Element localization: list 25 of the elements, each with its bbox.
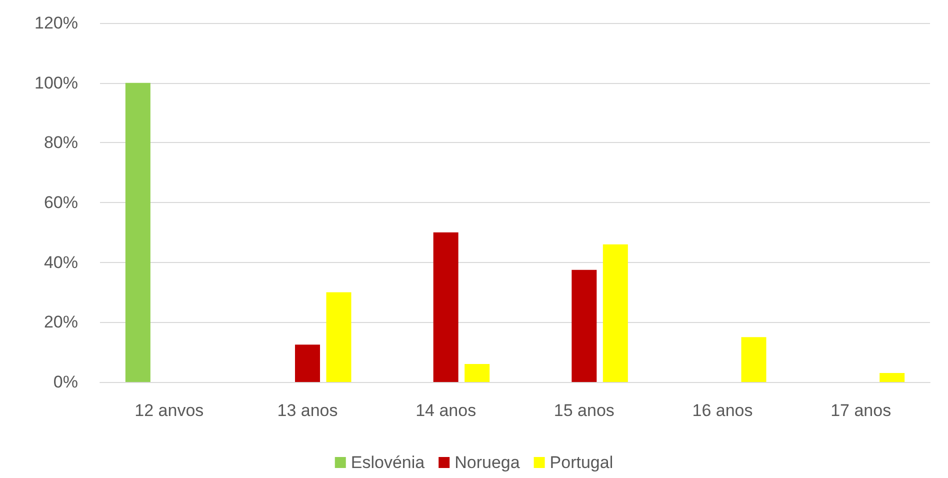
y-tick-label: 60% (44, 193, 78, 212)
bar (572, 270, 597, 382)
bar (125, 82, 150, 382)
legend-label: Noruega (454, 453, 520, 472)
y-tick-label: 40% (44, 252, 78, 272)
y-tick-label: 20% (44, 312, 78, 332)
bar (433, 232, 458, 382)
bar (464, 364, 490, 382)
x-tick-label: 16 anos (692, 401, 753, 420)
legend-label: Portugal (550, 453, 614, 472)
bar (880, 373, 905, 382)
x-tick-label: 13 anos (277, 401, 338, 420)
y-tick-label: 80% (44, 133, 78, 152)
bar (741, 337, 766, 382)
bar (602, 244, 628, 382)
y-tick-label: 100% (34, 73, 78, 92)
x-tick-label: 17 anos (830, 401, 892, 420)
bar (326, 292, 352, 382)
x-tick-label: 12 anvos (134, 401, 204, 420)
bar (295, 344, 320, 382)
x-tick-label: 14 anos (416, 401, 476, 420)
y-tick-label: 0% (53, 372, 78, 392)
legend-label: Eslovénia (350, 453, 426, 472)
x-tick-label: 15 anos (554, 401, 614, 420)
y-tick-label: 120% (34, 14, 78, 32)
